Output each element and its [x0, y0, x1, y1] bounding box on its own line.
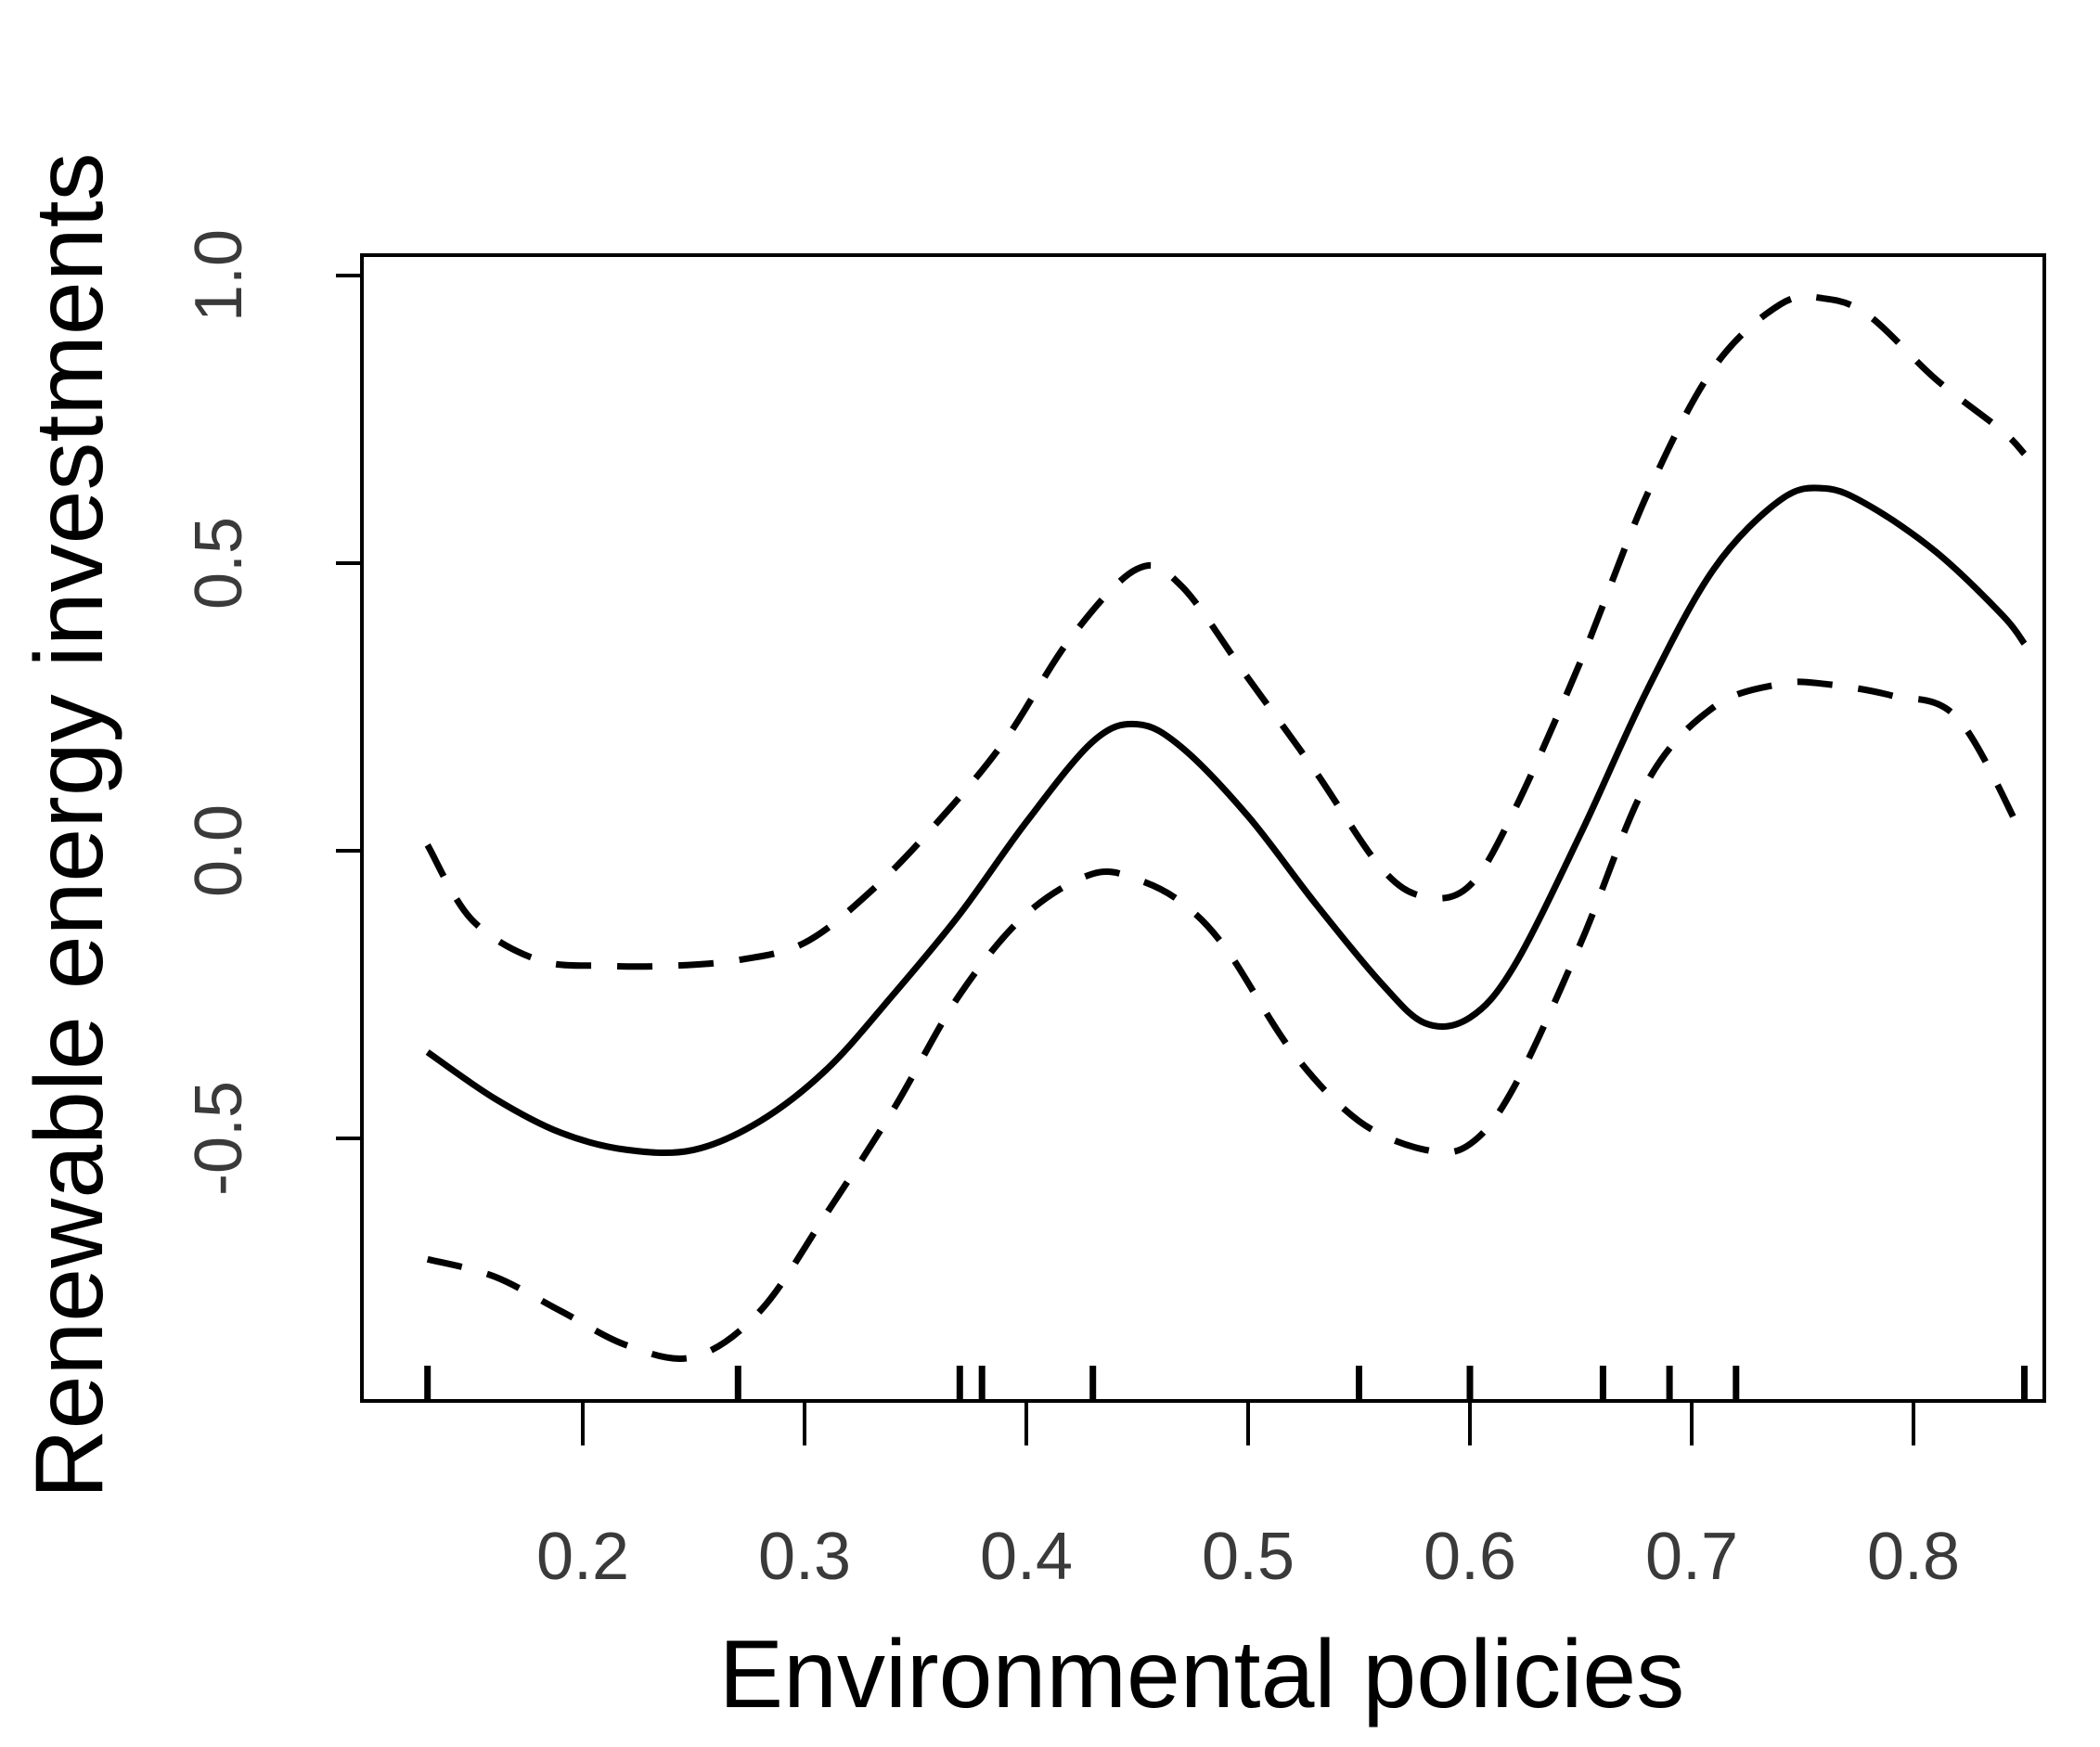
- series-layer: [424, 292, 2028, 1362]
- confidence-band-line-1: [424, 292, 2028, 970]
- x-axis-title: Environmental policies: [719, 1621, 1685, 1728]
- x-axis: 0.2 0.3 0.4 0.5 0.6 0.7 0.8: [536, 1401, 1960, 1594]
- x-tick-label-6: 0.8: [1867, 1520, 1960, 1594]
- plot-frame: [360, 253, 2046, 1403]
- y-tick-label-3: 1.0: [182, 229, 256, 322]
- y-axis: -0.5 0.0 0.5 1.0: [182, 229, 364, 1196]
- y-tick-label-0: -0.5: [182, 1081, 256, 1196]
- y-tick-label-1: 0.0: [182, 804, 256, 897]
- y-tick-label-2: 0.5: [182, 517, 256, 610]
- x-tick-label-4: 0.6: [1424, 1520, 1516, 1594]
- x-tick-label-0: 0.2: [536, 1520, 629, 1594]
- confidence-band-line-2: [426, 678, 2028, 1362]
- rug-layer: [424, 1366, 2028, 1401]
- x-tick-label-3: 0.5: [1202, 1520, 1295, 1594]
- fitted-line-0: [425, 484, 2028, 1157]
- x-tick-label-1: 0.3: [758, 1520, 851, 1594]
- x-tick-label-5: 0.7: [1645, 1520, 1738, 1594]
- x-tick-label-2: 0.4: [980, 1520, 1073, 1594]
- y-axis-title: Renewable energy investments: [16, 152, 123, 1498]
